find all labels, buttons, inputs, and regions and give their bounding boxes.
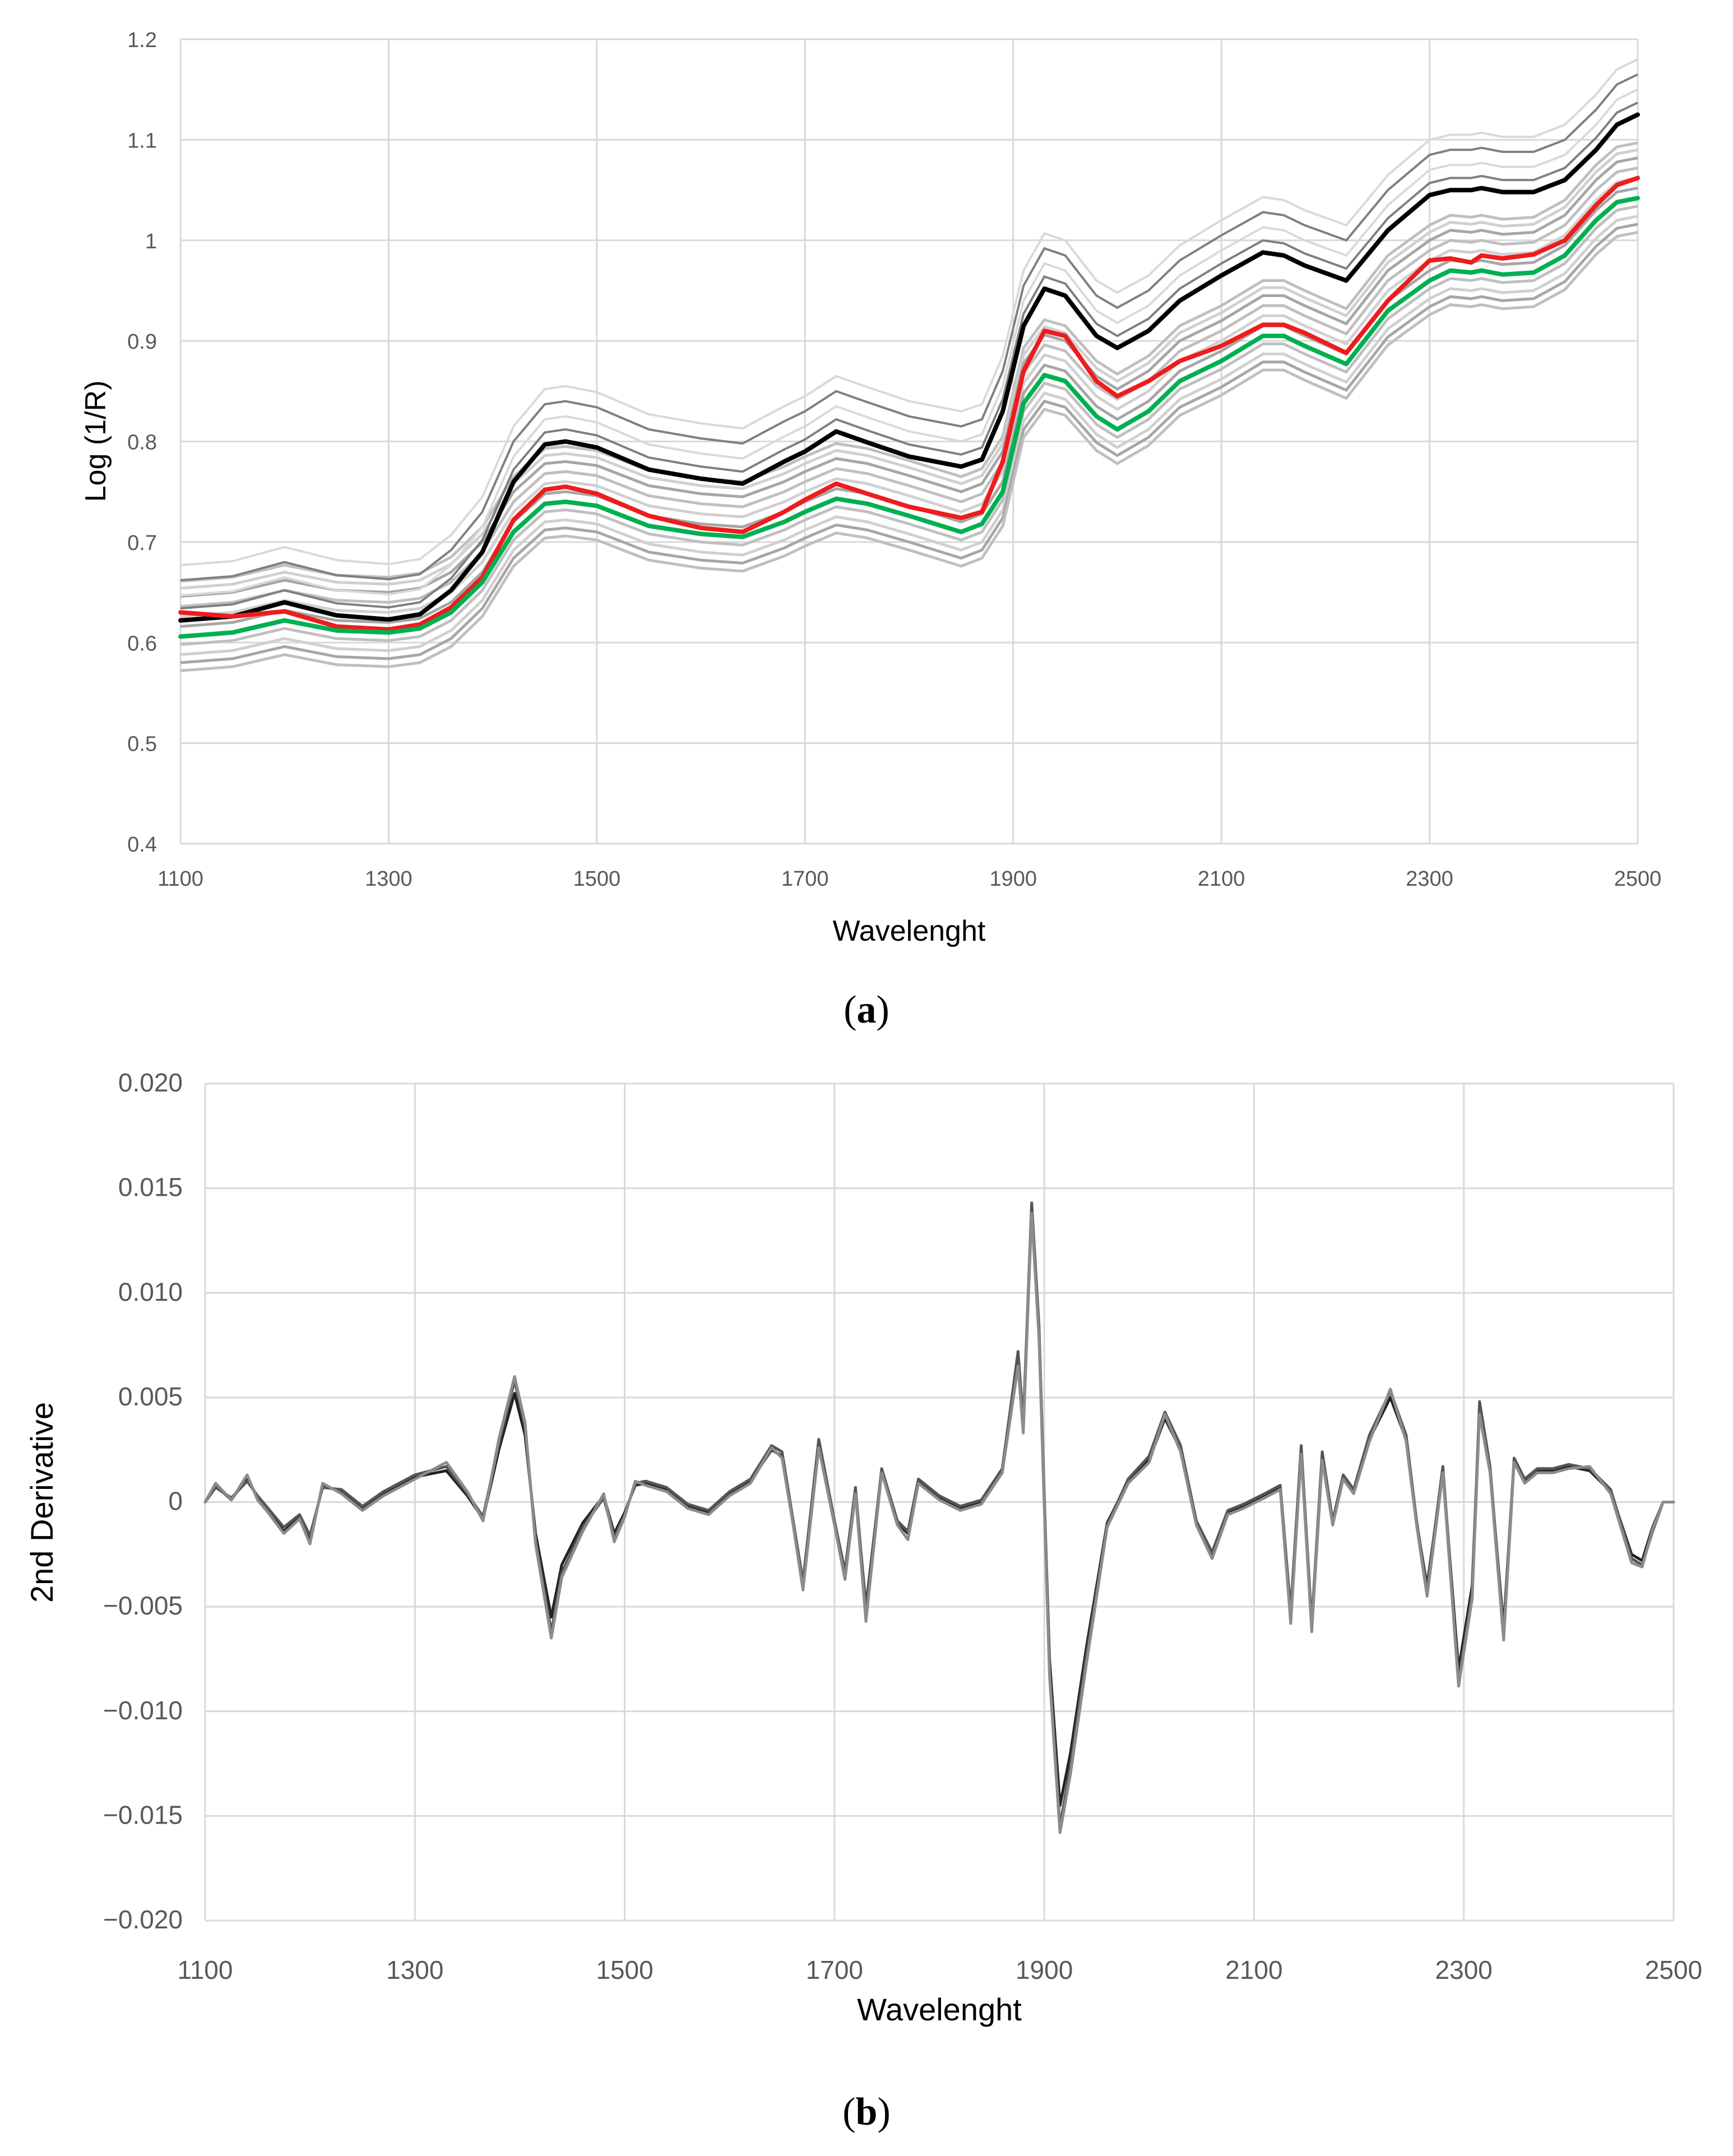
panel-a-caption-open: (: [844, 988, 856, 1031]
panel-b-x-tick-label: 2100: [1225, 1955, 1282, 1984]
panel-b-chart: −0.020 −0.015 −0.010 −0.005 0 0.005 0.010 0.015…: [24, 1068, 1702, 2134]
panel-b-caption-close: ): [877, 2090, 890, 2134]
panel-a-x-tick-label: 1300: [365, 867, 413, 891]
panel-a-sample-spectrum-line: [180, 177, 1638, 618]
panel-a-x-tick-label: 1700: [781, 867, 829, 891]
panel-b-x-tick-label: 1300: [386, 1955, 443, 1984]
panel-a-sample-spectrum-line: [180, 223, 1638, 664]
panel-a-sample-spectrum-line: [180, 230, 1638, 672]
panel-a-y-tick-label: 0.9: [127, 330, 157, 354]
panel-b-y-tick-label: −0.020: [103, 1905, 183, 1934]
panel-a-sample-spectrum-line: [180, 215, 1638, 656]
panel-b-tick-labels: −0.020 −0.015 −0.010 −0.005 0 0.005 0.010 0.015…: [103, 1068, 1702, 1984]
panel-a-sample-spectrum-line: [180, 101, 1638, 610]
panel-a-y-tick-label: 0.6: [127, 632, 157, 655]
panel-a-sample-spectra: [180, 58, 1638, 672]
panel-a-y-tick-label: 0.4: [127, 833, 157, 857]
panel-a-y-axis-title: Log (1/R): [80, 381, 112, 502]
panel-b-series: [203, 1201, 1675, 1834]
panel-a-y-tick-label: 1.2: [127, 29, 157, 52]
panel-a-caption-close: ): [877, 988, 889, 1031]
panel-b-y-tick-label: 0.010: [118, 1277, 183, 1306]
panel-a-x-axis-title: Wavelenght: [833, 915, 986, 947]
panel-b-x-tick-label: 1700: [806, 1955, 863, 1984]
panel-b-y-tick-label: 0.020: [118, 1068, 183, 1097]
panel-a-y-tick-label: 1: [145, 230, 157, 253]
panel-a-sample-spectrum-line: [180, 73, 1638, 581]
panel-b-x-tick-label: 1900: [1016, 1955, 1073, 1984]
panel-a-y-tick-label: 0.8: [127, 431, 157, 455]
panel-b-x-tick-label: 1100: [178, 1955, 233, 1984]
panel-b-x-tick-label: 1500: [596, 1955, 653, 1984]
panel-a-caption-letter: a: [857, 988, 877, 1031]
panel-b-x-axis-title: Wavelenght: [857, 1992, 1022, 2027]
panel-b-y-tick-label: 0.015: [118, 1173, 183, 1202]
panel-a-x-tick-label: 2500: [1614, 867, 1662, 891]
panel-b-y-tick-label: −0.015: [103, 1800, 183, 1829]
panel-a-chart: 0.4 0.5 0.6 0.7 0.8 0.9 1 1.1 1.2 1100 1300 1500 170…: [80, 29, 1661, 1031]
panel-a-tick-labels: 0.4 0.5 0.6 0.7 0.8 0.9 1 1.1 1.2 1100 1300 1500 170…: [127, 29, 1661, 891]
panel-a-caption: (a): [844, 988, 889, 1031]
panel-a-x-tick-label: 2300: [1406, 867, 1453, 891]
panel-b-derivative-light-line: [203, 1211, 1675, 1834]
panel-a-spectrum-black-line: [178, 112, 1640, 623]
panel-b-y-axis-title: 2nd Derivative: [24, 1402, 59, 1603]
panel-a-sample-spectrum-line: [180, 148, 1638, 590]
panel-b-x-tick-label: 2500: [1645, 1955, 1702, 1984]
panel-b-y-tick-label: 0: [168, 1487, 183, 1516]
panel-b-caption-letter: b: [856, 2090, 878, 2134]
panel-a-y-tick-label: 0.7: [127, 531, 157, 555]
panel-b-y-tick-label: −0.005: [103, 1591, 183, 1620]
panel-b-y-tick-label: −0.010: [103, 1696, 183, 1725]
panel-b-caption: (b): [842, 2090, 891, 2134]
panel-a-grid: [179, 38, 1639, 845]
panel-a-x-tick-label: 1100: [157, 867, 203, 891]
panel-a-y-tick-label: 1.1: [127, 129, 157, 152]
panel-a-spectrum-green-line: [178, 196, 1640, 639]
panel-b-y-tick-label: 0.005: [118, 1382, 183, 1411]
panel-a-x-tick-label: 1900: [989, 867, 1037, 891]
panel-a-x-tick-label: 2100: [1198, 867, 1245, 891]
panel-b-caption-open: (: [842, 2090, 855, 2134]
panel-a-y-tick-label: 0.5: [127, 733, 157, 756]
panel-a-sample-spectrum-line: [180, 141, 1638, 583]
panel-a-spectrum-red-line: [178, 175, 1640, 632]
panel-a-x-tick-label: 1500: [573, 867, 621, 891]
panel-a-series: [178, 112, 1640, 639]
panel-a-sample-spectrum-line: [180, 58, 1638, 567]
panel-a-sample-spectrum-line: [180, 88, 1638, 596]
panel-b-x-tick-label: 2300: [1435, 1955, 1493, 1984]
